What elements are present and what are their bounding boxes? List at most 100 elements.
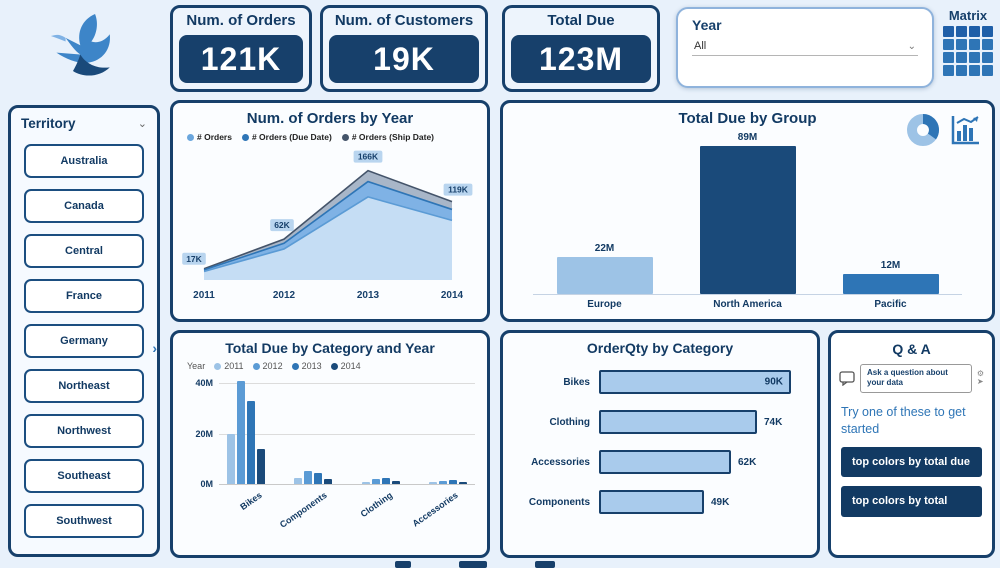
svg-text:17K: 17K <box>186 254 202 264</box>
territory-header: Territory ⌄ <box>11 108 157 133</box>
bar[interactable]: 90K <box>599 370 791 394</box>
bar[interactable] <box>247 401 255 484</box>
bar[interactable] <box>237 381 245 484</box>
x-axis-label: Clothing <box>358 490 395 520</box>
donut-chart-icon[interactable] <box>906 113 940 147</box>
bar[interactable] <box>227 434 235 484</box>
bar[interactable] <box>324 479 333 484</box>
horizontal-bar-plot: Bikes 90K Clothing 74K Accessories 62K Compone… <box>503 370 817 514</box>
bar[interactable] <box>599 490 704 514</box>
bar-value-label: 90K <box>764 376 783 388</box>
area-chart-canvas[interactable]: 17K 62K 166K 119K 2011 2012 2013 2014 <box>180 144 480 304</box>
page-tab[interactable] <box>459 561 487 568</box>
bar[interactable] <box>314 473 323 484</box>
bar[interactable] <box>304 471 313 484</box>
bar-group[interactable] <box>294 471 333 484</box>
matrix-nav-button[interactable]: Matrix <box>940 8 996 76</box>
data-label: 62K <box>270 219 294 232</box>
legend-dot <box>187 133 194 141</box>
year-slicer-label: Year <box>692 17 722 33</box>
legend-label: 2011 <box>224 361 244 371</box>
y-axis-tick: 20M <box>195 428 213 439</box>
legend-dot <box>241 133 249 141</box>
bar-group[interactable] <box>428 480 467 484</box>
bar-chart-analytics-icon[interactable] <box>950 113 980 147</box>
bar-group[interactable] <box>361 478 400 484</box>
year-slicer: Year All ⌄ <box>676 7 934 88</box>
kpi-card-orders: Num. of Orders 121K <box>170 5 312 92</box>
bar[interactable] <box>556 257 653 294</box>
x-axis-label: Components <box>278 490 329 530</box>
territory-button-germany[interactable]: Germany <box>24 324 144 358</box>
bar[interactable] <box>391 481 400 484</box>
hbar-category-label: Components <box>528 496 590 508</box>
matrix-square <box>943 65 954 76</box>
bar[interactable] <box>381 478 390 484</box>
bar[interactable] <box>448 480 457 484</box>
chart-title: Total Due by Group <box>678 110 817 127</box>
page-navigation <box>395 561 555 568</box>
matrix-square <box>956 52 967 63</box>
hbar-row: Bikes 90K <box>515 370 805 394</box>
bar[interactable] <box>458 482 467 484</box>
bar[interactable] <box>842 274 939 294</box>
bar[interactable] <box>699 146 796 294</box>
kpi-title: Total Due <box>547 12 615 29</box>
gear-icon[interactable]: ⚙ <box>976 368 984 378</box>
qa-suggestion-button[interactable]: top colors by total <box>841 486 982 518</box>
scroll-right-icon[interactable]: › <box>152 340 157 356</box>
x-axis-label-cell: Accessories <box>410 488 467 532</box>
legend-label: 2014 <box>340 361 361 371</box>
page-tab[interactable] <box>535 561 555 568</box>
legend-dot <box>291 362 299 370</box>
data-label: 119K <box>443 183 473 196</box>
bar[interactable] <box>361 482 370 484</box>
chart-corner-icons <box>906 113 980 147</box>
bar-value-label: 12M <box>880 260 901 271</box>
legend-title: Year <box>187 361 206 371</box>
territory-button-australia[interactable]: Australia <box>24 144 144 178</box>
territory-button-northeast[interactable]: Northeast <box>24 369 144 403</box>
territory-button-france[interactable]: France <box>24 279 144 313</box>
chevron-down-icon[interactable]: ⌄ <box>137 118 147 130</box>
bar-group[interactable] <box>227 381 265 484</box>
send-icon[interactable]: ➤ <box>976 377 984 387</box>
bar[interactable] <box>438 481 447 484</box>
bar[interactable] <box>371 479 380 484</box>
matrix-square <box>982 39 993 50</box>
kpi-card-total-due: Total Due 123M <box>502 5 660 92</box>
bar-value-label: 62K <box>738 456 757 468</box>
bar-column[interactable]: 22M <box>540 243 669 294</box>
bar[interactable] <box>599 410 757 434</box>
territory-button-canada[interactable]: Canada <box>24 189 144 223</box>
territory-button-central[interactable]: Central <box>24 234 144 268</box>
bar[interactable] <box>599 450 731 474</box>
y-axis-tick: 0M <box>200 479 213 489</box>
bar-column[interactable]: 12M <box>826 260 955 294</box>
territory-button-northwest[interactable]: Northwest <box>24 414 144 448</box>
bar-value-label: 89M <box>737 132 758 143</box>
x-axis-label-cell: Components <box>278 488 336 532</box>
matrix-square <box>982 26 993 37</box>
qa-title: Q & A <box>892 341 931 357</box>
year-dropdown[interactable]: All ⌄ <box>692 33 918 56</box>
territory-button-southeast[interactable]: Southeast <box>24 459 144 493</box>
total-due-by-group-chart: Total Due by Group 22M 89M 12M Europe North… <box>500 100 995 322</box>
legend-item: 2011 <box>214 361 244 371</box>
matrix-square <box>943 26 954 37</box>
x-axis-label: 2011 <box>193 290 215 301</box>
bar[interactable] <box>428 482 437 484</box>
x-axis-labels: Bikes Components Clothing Accessories <box>219 488 475 532</box>
page-tab[interactable] <box>395 561 411 568</box>
bar[interactable] <box>294 478 303 484</box>
qa-question-input[interactable]: Ask a question about your data <box>860 364 972 393</box>
qa-suggestion-button[interactable]: top colors by total due <box>841 446 982 478</box>
orders-by-year-chart: Num. of Orders by Year # Orders # Orders … <box>170 100 490 322</box>
territory-button-southwest[interactable]: Southwest <box>24 504 144 538</box>
legend-item: # Orders <box>187 132 232 142</box>
bar-column[interactable]: 89M <box>683 132 812 294</box>
bar[interactable] <box>257 449 265 484</box>
bar-value-label: 74K <box>764 416 783 428</box>
hbar-row: Accessories 62K <box>515 450 805 474</box>
legend-label: 2012 <box>262 361 283 371</box>
